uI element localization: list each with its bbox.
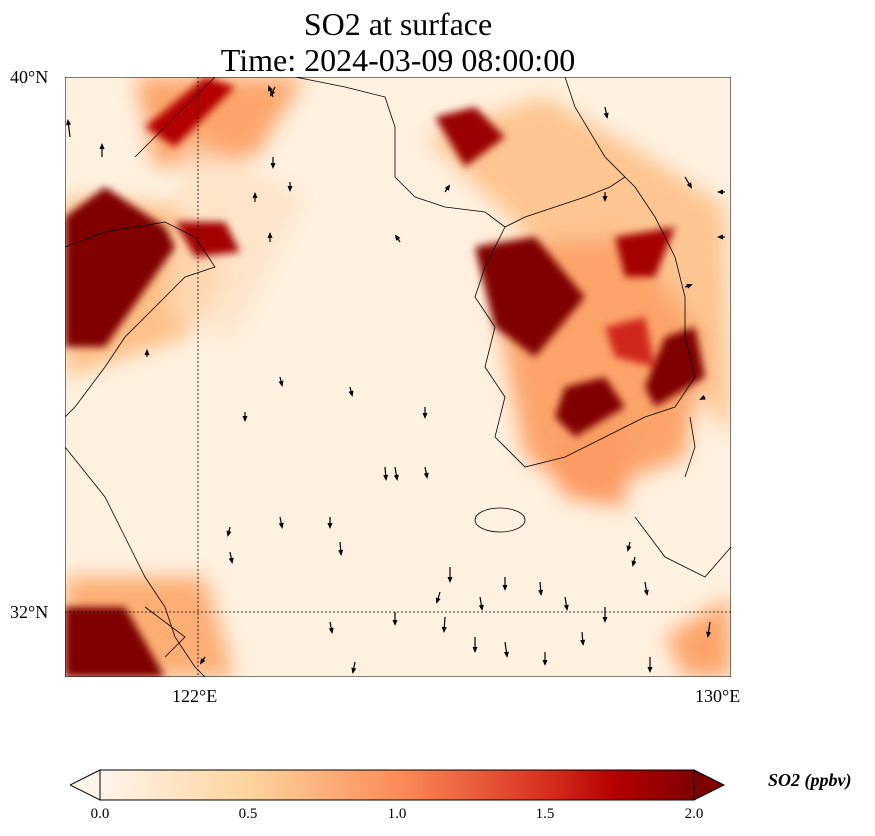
lat-tick-40n: 40°N — [10, 67, 49, 87]
wind-arrow-head — [392, 620, 398, 626]
wind-arrow-head — [338, 549, 344, 556]
wind-arrow-head — [647, 667, 653, 673]
wind-arrow-head — [472, 647, 478, 653]
wind-arrow-head — [327, 523, 333, 529]
wind-arrow-head — [538, 589, 544, 596]
wind-arrow-head — [278, 380, 284, 387]
colorbar-tick-0: 0.0 — [90, 806, 110, 822]
wind-arrow-head — [287, 186, 293, 192]
wind-arrow-head — [267, 232, 273, 238]
wind-arrow-head — [422, 413, 428, 419]
colorbar-tick-3: 1.5 — [535, 806, 555, 822]
wind-vectors — [66, 85, 725, 674]
wind-arrow-head — [199, 658, 206, 665]
wind-arrow-head — [435, 597, 441, 604]
wind-arrow-head — [444, 184, 451, 191]
wind-arrow-head — [603, 112, 609, 119]
wind-arrow-head — [278, 522, 284, 529]
so2-map — [65, 77, 731, 677]
wind-arrow-head — [502, 585, 508, 591]
wind-arrow-head — [631, 560, 637, 567]
colorbar-gradient — [99, 769, 695, 801]
colorbar-extend-min — [70, 769, 101, 801]
wind-arrow-head — [706, 631, 712, 638]
colorbar-label: SO2 (ppbv) — [768, 770, 852, 790]
colorbar-tick-4: 2.0 — [684, 806, 704, 822]
colorbar-extend-max — [693, 769, 726, 801]
wind-arrow-head — [602, 196, 608, 202]
wind-arrow-head — [542, 660, 548, 666]
lon-tick-122e: 122°E — [172, 686, 218, 706]
wind-arrow-head — [252, 192, 258, 198]
wind-arrow-head — [228, 557, 234, 564]
wind-arrow-head — [226, 530, 232, 537]
plot-title-line1: SO2 at surface — [303, 6, 493, 42]
so2-field-high — [65, 77, 705, 677]
wind-arrow-head — [270, 90, 276, 97]
wind-arrow-head — [393, 474, 399, 481]
wind-arrow-head — [503, 651, 509, 658]
wind-arrow-head — [268, 85, 273, 92]
wind-arrow-head — [423, 472, 429, 479]
plot-title-line2: Time: 2024-03-09 08:00:00 — [220, 42, 576, 78]
wind-arrow-head — [580, 639, 586, 646]
wind-arrow-head — [394, 234, 401, 241]
wind-arrow-head — [686, 182, 693, 189]
wind-arrow-head — [348, 390, 354, 397]
wind-arrow-head — [602, 617, 608, 623]
wind-arrow-head — [626, 545, 632, 552]
graticule — [65, 77, 731, 677]
wind-arrow-head — [686, 283, 693, 289]
wind-arrow-head — [478, 604, 484, 611]
wind-arrow-head — [383, 474, 389, 481]
wind-arrow-head — [563, 604, 569, 611]
colorbar-tick-1: 0.5 — [238, 806, 258, 822]
wind-arrow-head — [270, 163, 276, 169]
wind-arrow-head — [447, 577, 453, 583]
wind-arrow-head — [717, 234, 723, 240]
colorbar-tick-2: 1.0 — [387, 806, 407, 822]
wind-arrow-head — [99, 143, 105, 149]
wind-arrow-head — [643, 589, 649, 596]
wind-arrow-head — [717, 189, 723, 195]
wind-arrow-head — [144, 349, 150, 355]
wind-arrow-head — [441, 626, 447, 633]
wind-arrow-head — [328, 627, 334, 634]
lon-tick-130e: 130°E — [695, 686, 741, 706]
wind-arrow-head — [66, 119, 71, 126]
coastlines — [65, 77, 731, 677]
lat-tick-32n: 32°N — [10, 602, 49, 622]
wind-arrow-head — [242, 416, 248, 422]
colorbar — [70, 769, 726, 801]
wind-arrow-head — [699, 394, 706, 400]
wind-arrow-head — [351, 667, 357, 674]
